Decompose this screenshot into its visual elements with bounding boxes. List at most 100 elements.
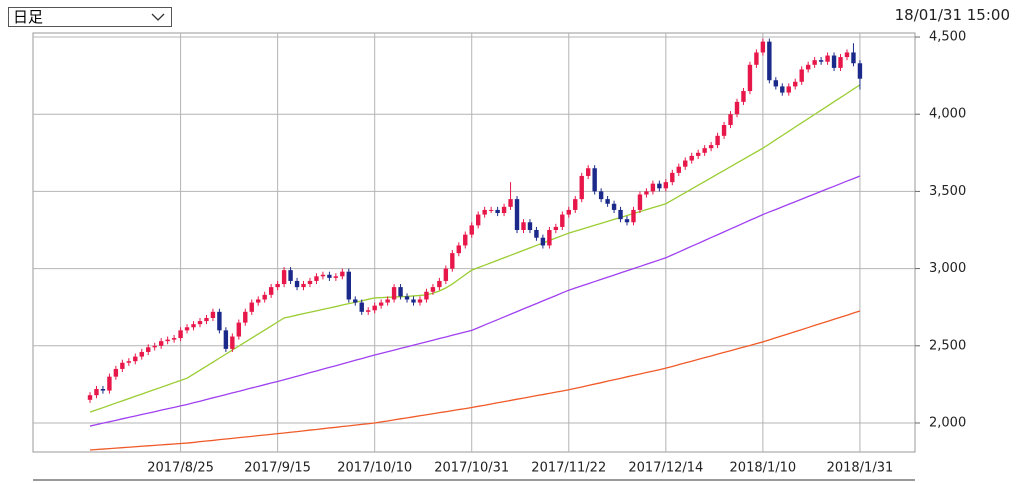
- candle-body: [210, 311, 216, 318]
- candle-body: [107, 376, 112, 391]
- x-tick-label: 2017/9/15: [244, 461, 311, 476]
- candle-body: [476, 214, 481, 226]
- candle-body: [230, 336, 235, 349]
- candle-body: [139, 351, 144, 357]
- chevron: [151, 13, 165, 21]
- candle-body: [624, 219, 630, 223]
- candle-body: [424, 291, 429, 300]
- candle-body: [521, 222, 526, 230]
- x-tick-label: 2017/8/25: [147, 461, 214, 476]
- candle-body: [793, 81, 798, 87]
- candle-body: [100, 389, 106, 391]
- candle-body: [501, 206, 507, 214]
- candle-body: [566, 209, 571, 215]
- y-tick-label: 3,000: [929, 261, 966, 276]
- y-tick-label: 4,500: [929, 30, 966, 45]
- candle-body: [385, 299, 390, 303]
- candle-body: [243, 311, 248, 323]
- candle-body: [657, 183, 662, 189]
- candle-body: [488, 209, 494, 211]
- candle-body: [747, 64, 753, 92]
- candle-body: [256, 299, 261, 303]
- candle-body: [605, 199, 610, 204]
- candle-body: [573, 199, 578, 210]
- candle-body: [780, 86, 785, 93]
- candle-body: [805, 64, 811, 70]
- candle-body: [702, 148, 707, 153]
- candle-body: [592, 168, 597, 192]
- candle-body: [676, 166, 681, 173]
- candle-body: [223, 330, 229, 349]
- candle-body: [152, 345, 157, 348]
- candle-body: [411, 299, 416, 303]
- candle-body: [94, 389, 99, 396]
- candle-body: [268, 287, 274, 295]
- candle-body: [637, 194, 643, 210]
- candle-body: [294, 280, 300, 288]
- x-tick-label: 2017/11/22: [531, 461, 606, 476]
- candle-body: [683, 160, 688, 167]
- period-select-label: 日足: [13, 8, 44, 26]
- candle-body: [650, 183, 656, 192]
- candle-body: [281, 270, 287, 285]
- candle-body: [611, 203, 617, 210]
- candle-body: [275, 284, 280, 288]
- candle-body: [773, 80, 779, 87]
- candle-body: [133, 356, 138, 362]
- candle-body: [767, 41, 772, 81]
- candle-body: [236, 322, 242, 337]
- period-select[interactable]: 日足: [8, 7, 172, 27]
- plot-frame: [32, 32, 916, 453]
- candle-body: [320, 274, 326, 277]
- y-tick-label: 2,000: [929, 415, 966, 430]
- candle-body: [217, 311, 222, 331]
- candle-body: [398, 287, 403, 297]
- candle-body: [631, 209, 636, 223]
- candle-body: [191, 324, 196, 328]
- y-tick-label: 4,000: [929, 107, 966, 122]
- candle-body: [366, 310, 371, 312]
- candle-body: [165, 339, 170, 342]
- candle-body: [560, 214, 565, 227]
- candle-body: [87, 395, 93, 400]
- candle-body: [844, 52, 850, 58]
- candle-body: [307, 280, 313, 285]
- moving-average-line: [89, 175, 861, 427]
- candle-body: [443, 268, 449, 281]
- candle-body: [353, 299, 358, 303]
- candle-body: [469, 225, 474, 235]
- candle-body: [728, 114, 733, 126]
- candle-body: [857, 63, 863, 79]
- candle-body: [527, 222, 533, 230]
- candle-body: [178, 330, 183, 339]
- candle-body: [818, 60, 824, 62]
- candle-body: [346, 271, 351, 300]
- candle-body: [741, 91, 746, 102]
- candle-body: [585, 168, 591, 176]
- moving-average-line: [89, 310, 861, 451]
- candle-body: [838, 57, 843, 68]
- candle-body: [754, 52, 759, 65]
- candle-body: [670, 172, 675, 183]
- x-tick-label: 2017/10/10: [337, 461, 412, 476]
- candle-body: [437, 280, 442, 288]
- candle-body: [851, 52, 856, 64]
- candle-body: [301, 284, 306, 288]
- candle-body: [553, 226, 559, 230]
- candle-body: [378, 302, 384, 306]
- candle-body: [825, 55, 830, 62]
- candle-body: [618, 209, 623, 220]
- candle-body: [695, 152, 701, 156]
- candle-body: [540, 237, 546, 246]
- candle-body: [158, 341, 164, 346]
- candle-body: [734, 101, 740, 115]
- candle-body: [547, 229, 552, 246]
- candle-body: [314, 276, 319, 281]
- candle-body: [786, 86, 791, 93]
- candle-body: [482, 209, 487, 215]
- x-tick-label: 2017/12/14: [628, 461, 703, 476]
- candle-body: [579, 175, 584, 200]
- candle-body: [534, 229, 539, 238]
- candle-body: [120, 362, 125, 369]
